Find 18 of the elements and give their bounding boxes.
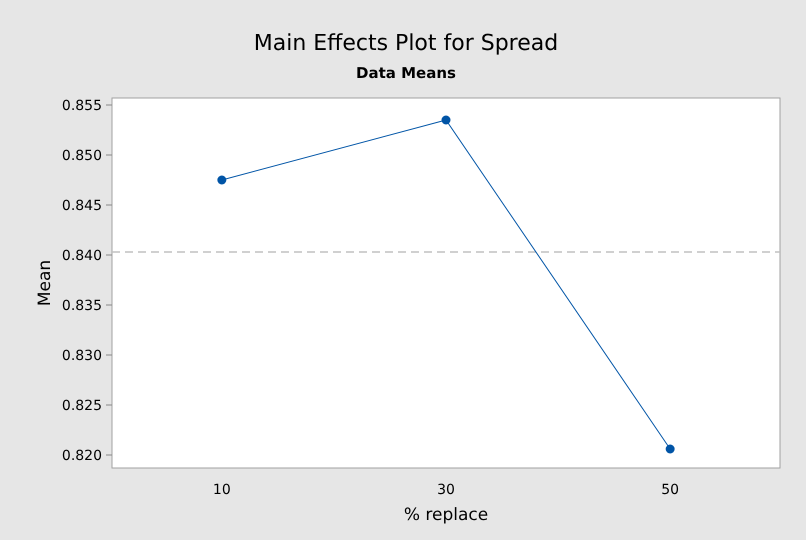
y-tick-label: 0.845 xyxy=(62,198,102,214)
y-tick-label: 0.855 xyxy=(62,98,102,114)
y-axis-title: Mean xyxy=(35,260,55,306)
y-tick-label: 0.850 xyxy=(62,148,102,164)
x-tick-label: 50 xyxy=(661,482,680,498)
chart-title: Main Effects Plot for Spread xyxy=(254,31,558,56)
x-axis-title: % replace xyxy=(404,505,488,525)
x-tick-label: 10 xyxy=(212,482,231,498)
y-tick-label: 0.835 xyxy=(62,298,102,314)
y-tick-label: 0.840 xyxy=(62,248,102,264)
point xyxy=(442,116,450,124)
point xyxy=(666,444,675,454)
y-tick-label: 0.825 xyxy=(62,398,102,414)
y-tick-label: 0.830 xyxy=(62,348,102,364)
x-tick-label: 30 xyxy=(437,482,455,498)
y-tick-label: 0.820 xyxy=(62,448,102,464)
chart-subtitle: Data Means xyxy=(356,64,456,82)
point xyxy=(217,176,226,184)
